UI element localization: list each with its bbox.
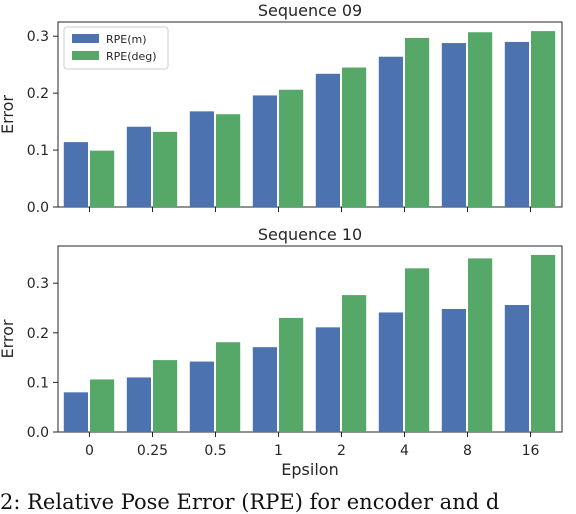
bar-rpe-deg [531,31,556,207]
bar-rpe-deg [153,131,178,207]
bar-rpe-m [252,95,277,207]
bar-rpe-deg [342,67,367,208]
x-tick-label: 4 [400,443,409,459]
bar-rpe-deg [216,342,241,432]
bar-rpe-deg [405,37,430,207]
y-tick-label: 0.3 [27,276,49,292]
bar-rpe-m [126,126,151,207]
x-tick-label: 2 [337,443,346,459]
bar-rpe-m [252,347,277,432]
y-tick-label: 0.2 [27,326,49,342]
bar-rpe-m [126,377,151,432]
bar-rpe-deg [90,150,115,207]
y-axis-label: Error [0,319,17,358]
y-tick-label: 0.0 [27,200,49,216]
bar-rpe-m [189,111,214,207]
bar-rpe-m [315,73,340,207]
legend-swatch [72,51,99,60]
x-tick-label: 16 [522,443,540,459]
x-tick-label: 0.5 [204,443,226,459]
y-tick-label: 0.0 [27,425,49,441]
bar-rpe-m [63,142,88,207]
x-tick-label: 0 [85,443,94,459]
x-tick-label: 8 [463,443,472,459]
x-axis-label: Epsilon [281,460,338,479]
x-tick-label: 1 [274,443,283,459]
y-tick-label: 0.1 [27,375,49,391]
bar-rpe-deg [468,32,493,207]
bar-rpe-m [441,308,466,432]
y-tick-label: 0.2 [27,86,49,102]
legend-swatch [72,34,99,43]
bar-rpe-deg [279,317,304,432]
bar-rpe-deg [405,268,430,432]
bar-rpe-deg [468,258,493,432]
bar-rpe-m [63,392,88,432]
x-tick-label: 0.25 [137,443,168,459]
bar-rpe-deg [216,114,241,207]
legend-label: RPE(m) [106,33,147,46]
bar-rpe-deg [342,295,367,432]
bar-rpe-m [189,361,214,432]
y-tick-label: 0.1 [27,143,49,159]
bar-rpe-m [504,41,529,207]
bar-rpe-m [441,43,466,207]
y-tick-label: 0.3 [27,29,49,45]
bar-rpe-m [378,56,403,207]
bar-rpe-m [315,327,340,432]
bar-rpe-deg [531,254,556,432]
bar-rpe-deg [279,89,304,207]
y-axis-label: Error [0,95,17,134]
bar-rpe-deg [153,360,178,432]
chart-title: Sequence 09 [258,1,362,20]
bar-rpe-deg [90,379,115,432]
chart: Sequence 09 0.0 0.1 0.2 0.3 Error RPE(m) RPE(de… [0,1,563,479]
chart-title: Sequence 10 [258,225,362,244]
bar-rpe-m [378,312,403,432]
figure-caption: 2: Relative Pose Error (RPE) for encoder… [0,490,500,514]
bar-rpe-m [504,305,529,432]
legend-label: RPE(deg) [106,50,157,63]
